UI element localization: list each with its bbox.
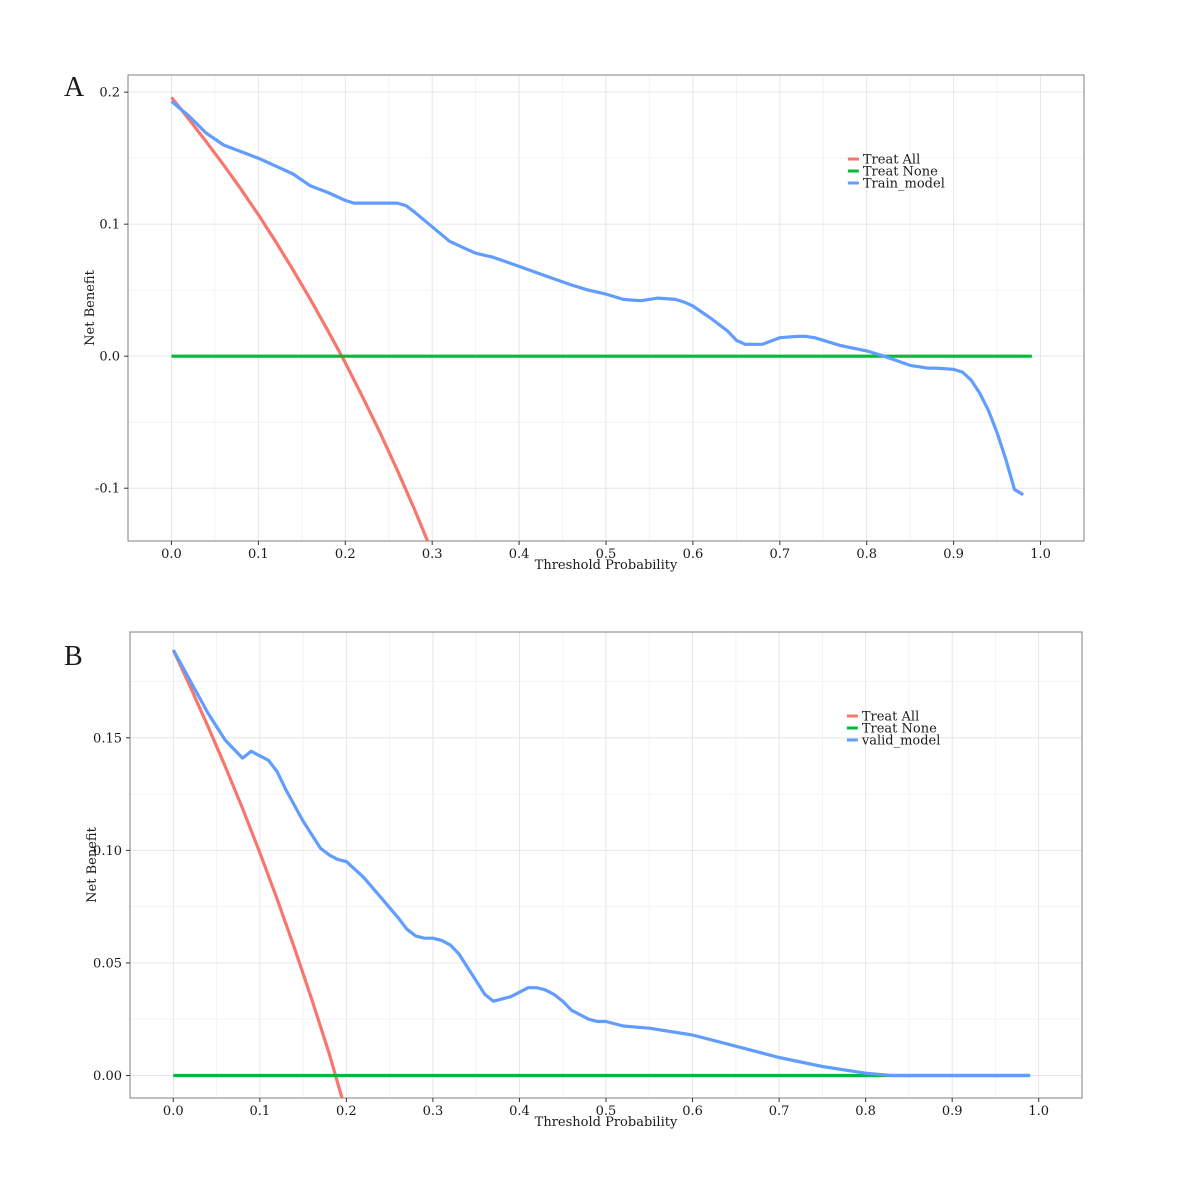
legend: Treat All Treat None Train_model [847, 153, 945, 192]
x-tick-label: 0.3 [422, 547, 443, 562]
panel-label-a: A [64, 72, 85, 103]
legend-label-treat-all: Treat All [863, 153, 920, 168]
axis-ticks: 0.0 0.1 0.2 0.3 0.4 0.5 0.6 0.7 0.8 0.9 1.0 0.00 0.0… [93, 731, 1049, 1119]
legend-label-train-model: Train_model [863, 177, 945, 192]
y-tick-label: 0.1 [99, 218, 120, 233]
x-tick-label: 0.0 [163, 1104, 184, 1119]
panel-a-chart: A 0.0 0.1 0.2 0.3 0.4 0.5 0.6 0.7 0.8 0.9 1.0-0.10… [64, 72, 1085, 573]
x-tick-label: 0.6 [682, 1104, 703, 1119]
x-tick-label: 0.5 [596, 1104, 617, 1119]
x-tick-label: 0.6 [683, 547, 704, 562]
legend-label-treat-none: Treat None [862, 722, 937, 737]
x-tick-label: 0.0 [161, 547, 182, 562]
y-tick-label: 0.10 [93, 844, 122, 859]
series-lines [170, 96, 1032, 543]
x-tick-label: 0.8 [855, 1104, 876, 1119]
legend-label-treat-none: Treat None [863, 165, 938, 180]
x-axis-title: Threshold Probability [535, 1115, 678, 1130]
legend: Treat All Treat None valid_model [846, 710, 941, 749]
y-tick-label: 0.0 [99, 350, 120, 365]
x-tick-label: 0.9 [943, 547, 964, 562]
y-tick-label: 0.2 [99, 86, 120, 101]
x-tick-label: 0.7 [769, 547, 790, 562]
y-axis-title: Net Benefit [83, 269, 98, 345]
series-line-valid-model [171, 649, 1031, 1078]
grid-layer [128, 75, 1084, 541]
legend-label-treat-all: Treat All [862, 710, 919, 725]
x-tick-label: 0.2 [335, 547, 356, 562]
panel-b-chart: B 0.0 0.1 0.2 0.3 0.4 0.5 0.6 0.7 0.8 0.9 1.00.000… [64, 631, 1083, 1130]
y-tick-label: 0.00 [93, 1069, 122, 1084]
x-tick-label: 0.1 [249, 1104, 270, 1119]
x-tick-label: 0.1 [248, 547, 269, 562]
series-line-train-model [170, 100, 1025, 497]
y-tick-label: 0.15 [93, 731, 122, 746]
series-line-treat-all [170, 96, 430, 543]
x-tick-label: 0.4 [509, 1104, 530, 1119]
x-axis-title: Threshold Probability [535, 558, 678, 573]
series-lines [171, 649, 1031, 1099]
x-tick-label: 0.2 [336, 1104, 357, 1119]
x-tick-label: 0.3 [423, 1104, 444, 1119]
x-tick-label: 1.0 [1028, 1104, 1049, 1119]
y-axis-title: Net Benefit [85, 826, 100, 902]
x-tick-label: 1.0 [1030, 547, 1051, 562]
x-tick-label: 0.8 [856, 547, 877, 562]
x-tick-label: 0.9 [942, 1104, 963, 1119]
x-tick-label: 0.7 [769, 1104, 790, 1119]
x-tick-label: 0.5 [596, 547, 617, 562]
legend-label-valid-model: valid_model [861, 734, 941, 749]
y-tick-label: -0.1 [95, 482, 120, 497]
x-tick-label: 0.4 [509, 547, 530, 562]
grid-layer [130, 632, 1082, 1098]
y-tick-label: 0.05 [93, 956, 122, 971]
series-line-treat-all [171, 649, 344, 1099]
panel-label-b: B [64, 641, 83, 672]
axis-ticks: 0.0 0.1 0.2 0.3 0.4 0.5 0.6 0.7 0.8 0.9 1.0 -0.1 0.0… [95, 86, 1051, 562]
